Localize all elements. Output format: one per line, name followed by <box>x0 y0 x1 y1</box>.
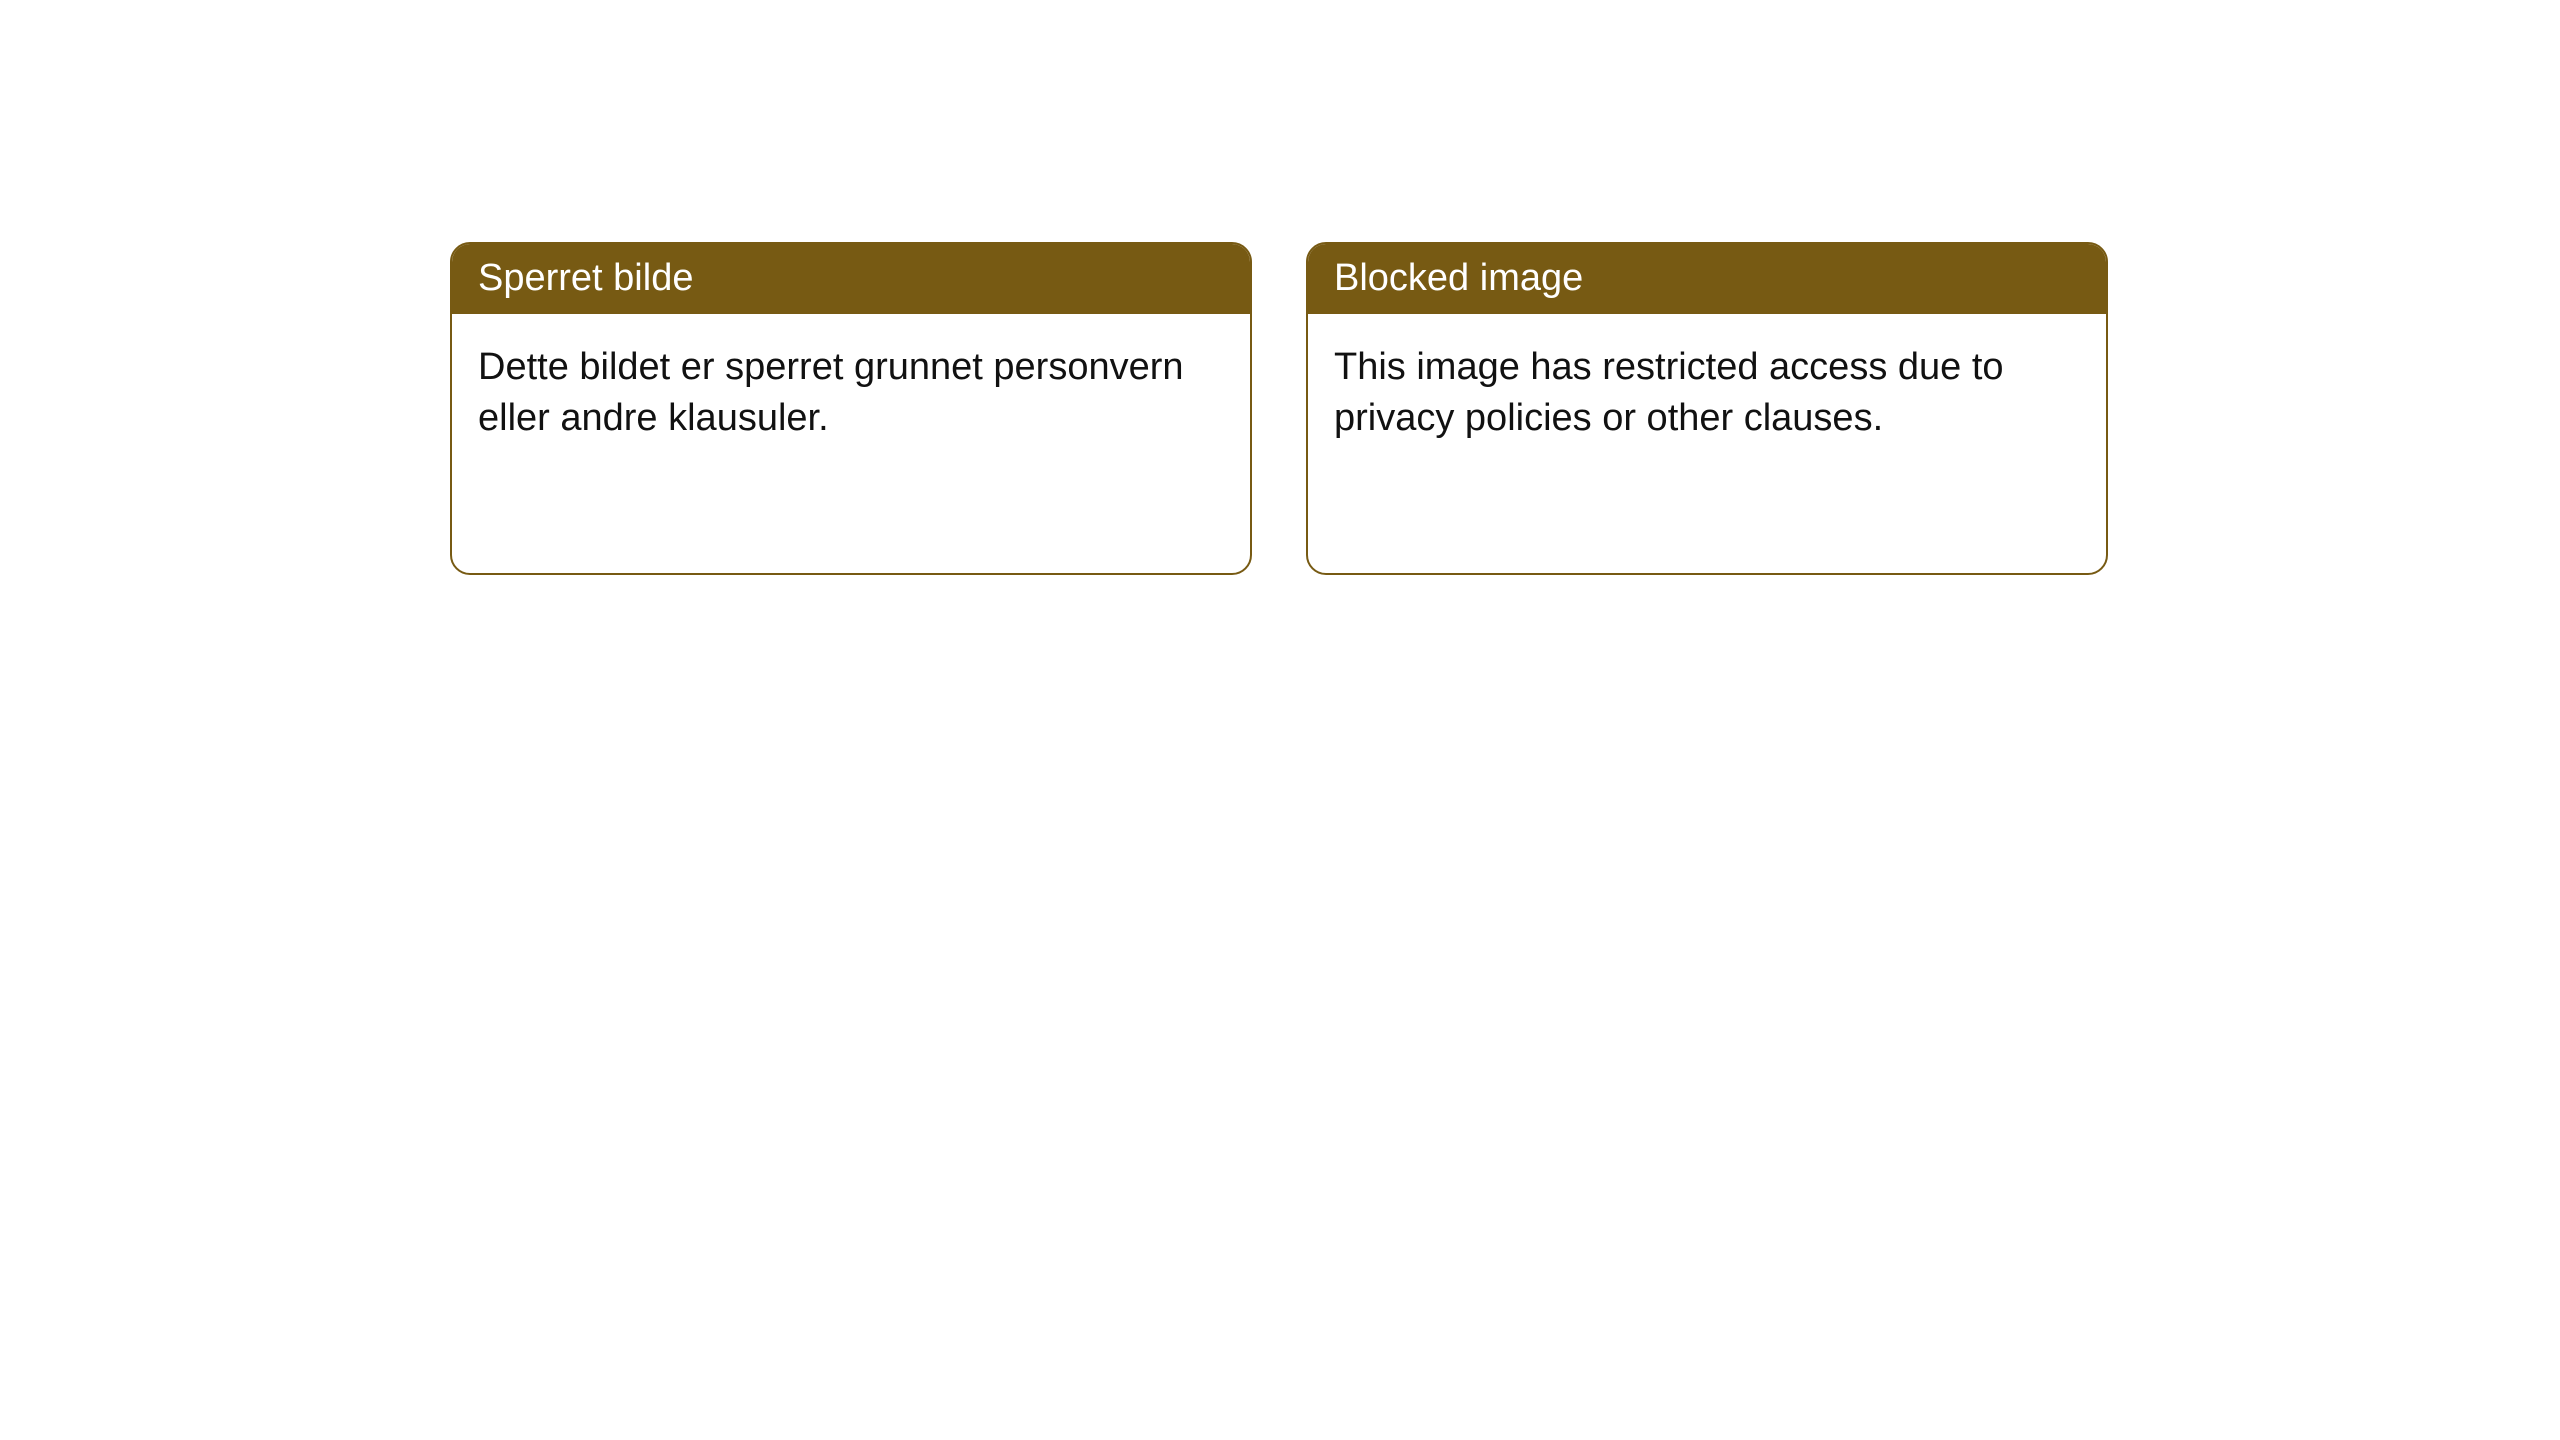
notice-container: Sperret bilde Dette bildet er sperret gr… <box>0 0 2560 575</box>
notice-body-no: Dette bildet er sperret grunnet personve… <box>452 314 1250 473</box>
notice-body-en: This image has restricted access due to … <box>1308 314 2106 473</box>
notice-title-no: Sperret bilde <box>452 244 1250 314</box>
notice-card-en: Blocked image This image has restricted … <box>1306 242 2108 575</box>
notice-card-no: Sperret bilde Dette bildet er sperret gr… <box>450 242 1252 575</box>
notice-title-en: Blocked image <box>1308 244 2106 314</box>
